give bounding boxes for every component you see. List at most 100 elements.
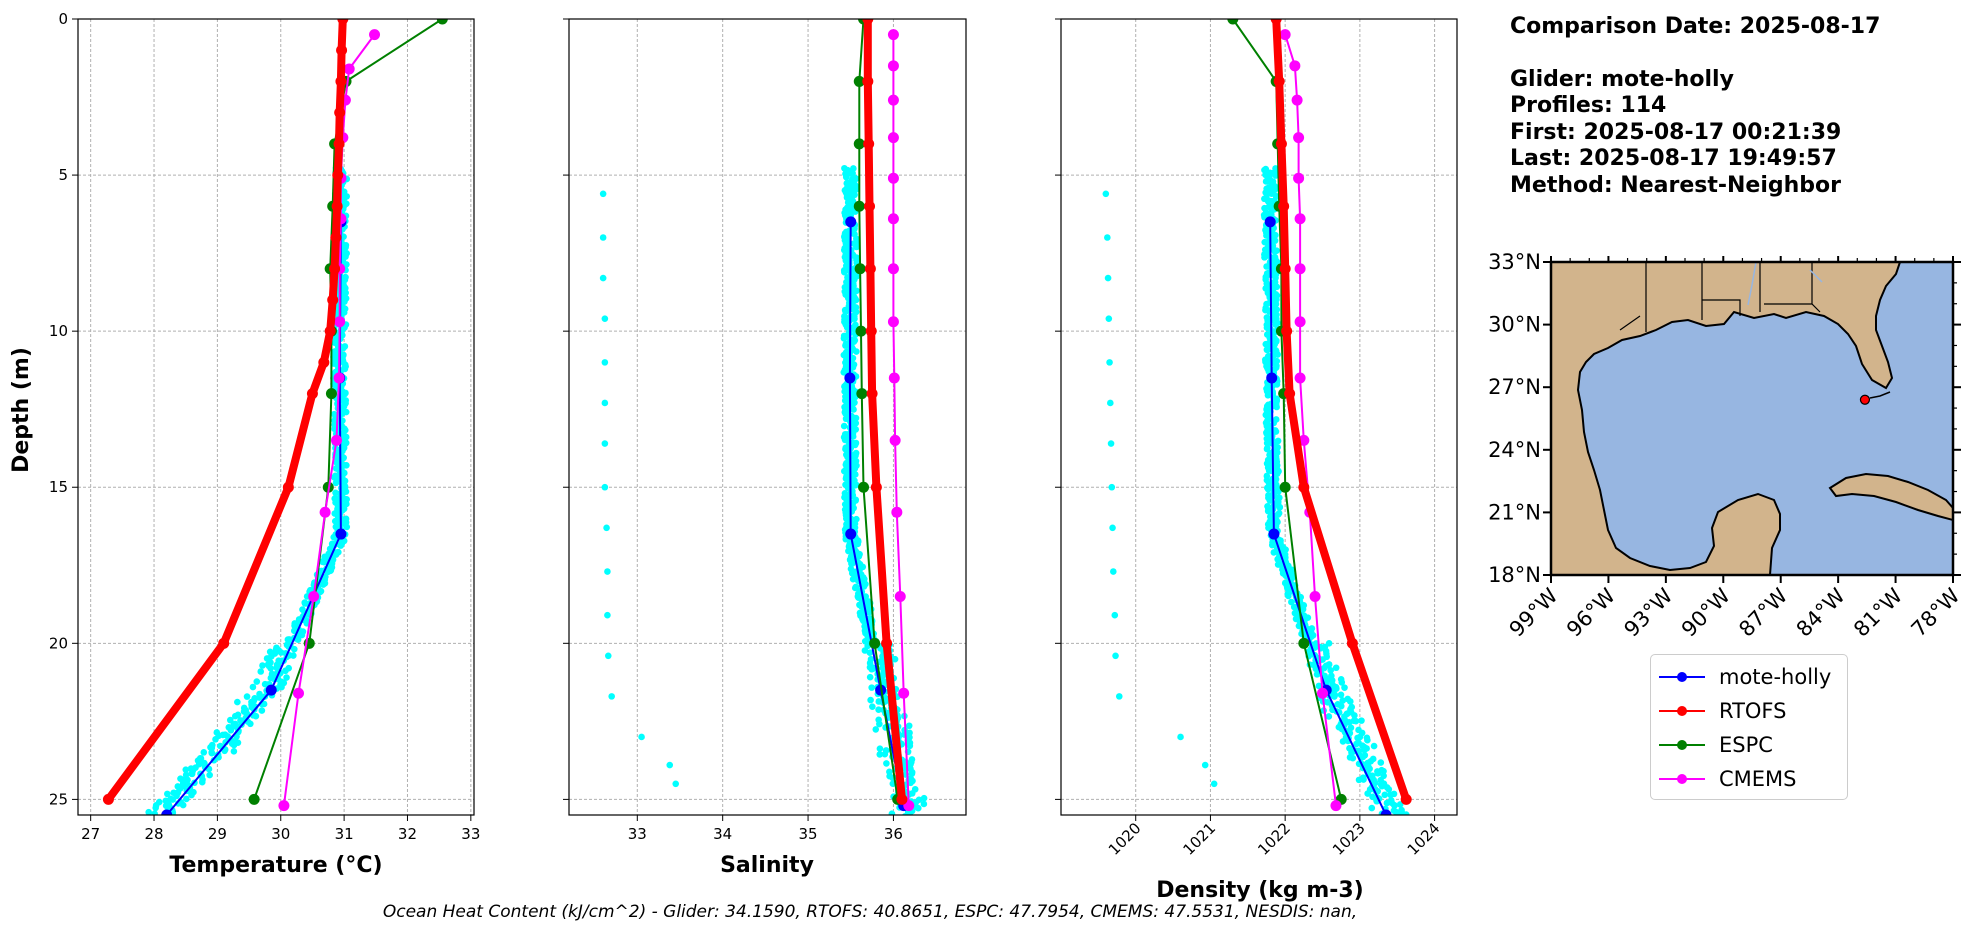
series-point-mote-holly bbox=[844, 372, 856, 384]
glider-scatter-point bbox=[342, 408, 350, 416]
series-point-cmems bbox=[1279, 29, 1291, 41]
lat-tick-label: 33°N bbox=[1488, 250, 1541, 274]
glider-scatter-point bbox=[212, 735, 219, 743]
series-point-espc bbox=[853, 200, 865, 212]
series-point-cmems bbox=[888, 372, 900, 384]
glider-scatter-point bbox=[1339, 697, 1347, 704]
glider-scatter-point bbox=[843, 324, 851, 331]
glider-scatter-point bbox=[908, 768, 916, 776]
glider-scatter-point bbox=[1112, 652, 1119, 660]
legend-label: CMEMS bbox=[1719, 767, 1797, 791]
glider-scatter-point bbox=[914, 804, 922, 812]
series-point-cmems bbox=[1330, 800, 1342, 812]
glider-scatter-point bbox=[183, 795, 190, 803]
glider-scatter-point bbox=[601, 359, 609, 366]
series-line-espc bbox=[858, 19, 899, 800]
series-point-espc bbox=[854, 263, 866, 275]
series-point-cmems bbox=[1317, 687, 1329, 699]
glider-scatter-point bbox=[866, 649, 874, 657]
glider-scatter-point bbox=[1108, 483, 1116, 491]
axes-frame bbox=[568, 18, 967, 816]
glider-scatter-point bbox=[228, 740, 236, 747]
series-point-cmems bbox=[278, 800, 290, 812]
lat-tick-label: 18°N bbox=[1488, 563, 1541, 587]
series-point-mote-holly bbox=[1380, 809, 1392, 815]
series-point-rtofs bbox=[330, 232, 342, 244]
glider-scatter-point bbox=[1364, 736, 1371, 744]
glider-scatter-point bbox=[603, 524, 610, 532]
xlabel-temperature: Temperature (°C) bbox=[169, 853, 382, 878]
glider-scatter-point bbox=[164, 790, 171, 798]
glider-scatter-point bbox=[340, 195, 348, 202]
glider-scatter-point bbox=[332, 479, 340, 487]
x-tick-label: 35 bbox=[799, 825, 818, 843]
series-point-rtofs bbox=[862, 19, 874, 25]
series-point-cmems bbox=[1294, 316, 1306, 328]
series-point-rtofs bbox=[896, 793, 908, 805]
glider-scatter-point bbox=[337, 542, 345, 549]
series-point-rtofs bbox=[1400, 793, 1412, 805]
glider-scatter-point bbox=[860, 617, 867, 625]
glider-scatter-point bbox=[1102, 190, 1110, 198]
glider-scatter-point bbox=[638, 733, 645, 741]
series-point-rtofs bbox=[1284, 388, 1296, 400]
glider-scatter-point bbox=[883, 760, 890, 767]
legend-label: mote-holly bbox=[1719, 665, 1832, 689]
series-point-cmems bbox=[887, 172, 899, 184]
series-point-cmems bbox=[1294, 213, 1306, 225]
glider-scatter-point bbox=[316, 588, 324, 596]
glider-scatter-point bbox=[601, 483, 609, 491]
x-tick-label: 1020 bbox=[1105, 819, 1145, 859]
glider-scatter-point bbox=[1110, 568, 1117, 575]
series-point-rtofs bbox=[864, 200, 876, 212]
glider-scatter-point bbox=[182, 766, 190, 773]
glider-scatter-point bbox=[1263, 263, 1270, 270]
glider-scatter-point bbox=[1383, 799, 1391, 807]
glider-scatter-point bbox=[198, 778, 206, 786]
legend: mote-holly RTOFS ESPC CMEMS bbox=[1650, 654, 1848, 800]
series-point-mote-holly bbox=[845, 528, 857, 540]
series-line-cmems bbox=[282, 34, 376, 806]
glider-scatter-point bbox=[1288, 598, 1295, 606]
glider-scatter-point bbox=[1275, 498, 1282, 506]
glider-scatter-point bbox=[852, 243, 860, 251]
x-tick-label: 30 bbox=[271, 825, 290, 843]
series-point-cmems bbox=[369, 29, 381, 41]
legend-item-cmems: CMEMS bbox=[1659, 762, 1839, 796]
series-line-mote-holly bbox=[165, 221, 342, 815]
series-point-cmems bbox=[292, 687, 304, 699]
glider-scatter-point bbox=[257, 668, 265, 675]
glider-scatter-point bbox=[188, 770, 196, 778]
y-tick-label: 10 bbox=[49, 322, 68, 340]
series-point-rtofs bbox=[336, 44, 348, 56]
glider-scatter-point bbox=[1374, 768, 1381, 775]
map-ocean bbox=[1576, 262, 1953, 575]
y-tick-label: 25 bbox=[49, 790, 68, 808]
glider-scatter-point bbox=[1359, 774, 1367, 781]
glider-scatter-point bbox=[1285, 592, 1292, 600]
glider-scatter-point bbox=[867, 696, 874, 704]
series-point-rtofs bbox=[1273, 75, 1285, 87]
glider-scatter-point bbox=[1387, 791, 1394, 799]
series-point-rtofs bbox=[329, 263, 341, 275]
series-point-rtofs bbox=[1281, 325, 1293, 337]
series-point-espc bbox=[853, 75, 865, 87]
series-point-rtofs bbox=[1275, 138, 1287, 150]
legend-label: ESPC bbox=[1719, 733, 1773, 757]
gulf-map: 33°N 30°N 27°N 24°N 21°N 18°N99°W 96°W 93°W 90°W… bbox=[1488, 250, 1965, 642]
lon-tick-label: 78°W bbox=[1907, 583, 1965, 641]
glider-scatter-point bbox=[666, 761, 674, 769]
legend-item-espc: ESPC bbox=[1659, 728, 1839, 762]
glider-scatter-point bbox=[342, 433, 350, 441]
series-point-cmems bbox=[1309, 590, 1321, 602]
glider-scatter-point bbox=[1358, 717, 1365, 724]
series-point-cmems bbox=[334, 316, 346, 328]
glider-scatter-point bbox=[283, 674, 290, 681]
map-state-borders bbox=[1619, 262, 1821, 332]
lat-tick-label: 21°N bbox=[1488, 500, 1541, 524]
axes-frame bbox=[1060, 18, 1458, 816]
glider-scatter-point bbox=[875, 706, 882, 713]
axis-labels: Depth (m) Temperature (°C) Salinity Dens… bbox=[9, 347, 1364, 903]
glider-scatter-point bbox=[290, 645, 298, 653]
series-point-rtofs bbox=[1270, 19, 1282, 25]
